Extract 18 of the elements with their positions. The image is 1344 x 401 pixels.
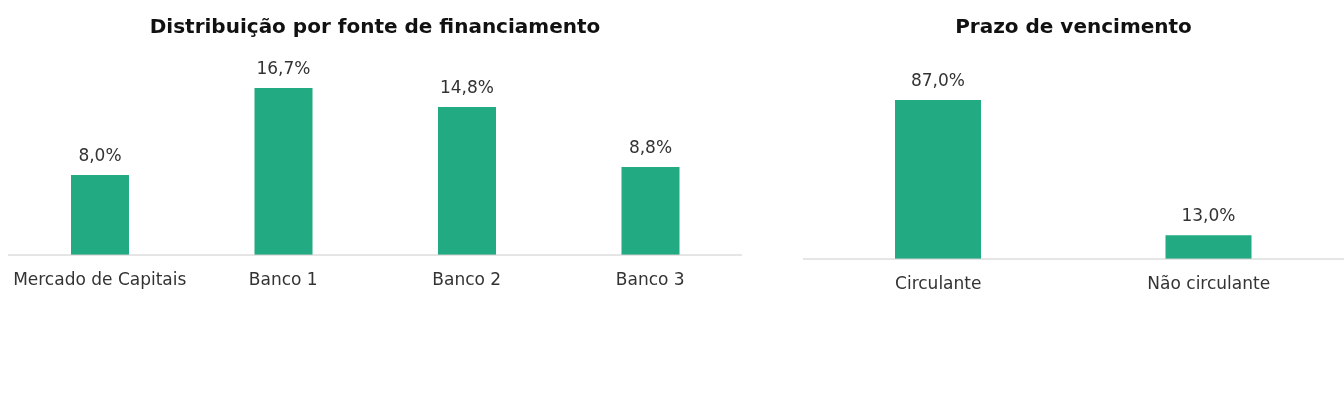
bar [621, 167, 680, 255]
chart-title: Prazo de vencimento [954, 14, 1193, 38]
x-tick-label: Banco 1 [248, 269, 318, 290]
x-tick-label: Mercado de Capitais [13, 269, 187, 290]
data-label: 8,8% [628, 137, 673, 157]
x-tick-label: Circulante [895, 273, 982, 294]
bar [254, 88, 313, 255]
data-label: 14,8% [439, 77, 495, 97]
bar [71, 175, 129, 255]
chart-title: Distribuição por fonte de financiamento [148, 14, 602, 38]
data-label: 8,0% [78, 145, 122, 165]
data-label: 16,7% [256, 58, 311, 78]
x-tick-label: Banco 3 [615, 269, 685, 290]
x-tick-label: Banco 2 [432, 269, 502, 290]
data-label: 13,0% [1181, 205, 1236, 226]
data-label: 87,0% [910, 70, 966, 90]
bar [438, 107, 496, 255]
x-tick-label: Não circulante [1147, 273, 1271, 294]
